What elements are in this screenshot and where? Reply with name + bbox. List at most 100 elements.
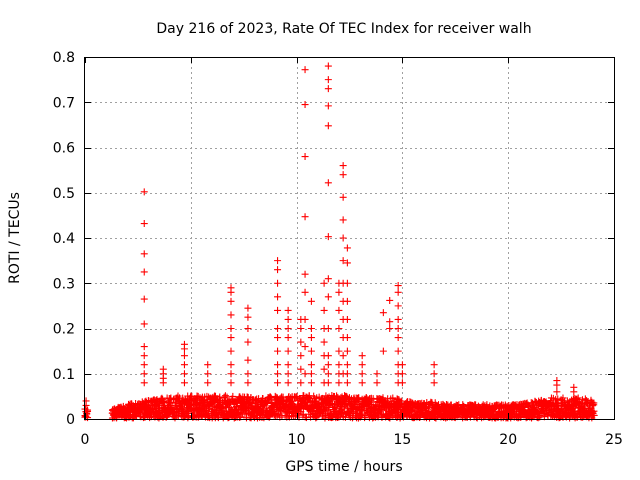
data-point <box>227 370 235 378</box>
data-point <box>335 379 343 387</box>
data-point <box>274 347 282 355</box>
data-point <box>335 288 343 296</box>
data-point <box>301 153 309 161</box>
data-point <box>324 122 332 130</box>
data-point <box>339 171 347 179</box>
data-point <box>244 325 252 332</box>
data-point <box>307 370 315 378</box>
data-point <box>223 393 231 401</box>
data-point <box>307 347 315 355</box>
data-point <box>397 397 405 405</box>
x-tick-label: 20 <box>499 432 517 448</box>
data-point <box>379 309 387 317</box>
data-point <box>297 325 305 332</box>
plot-frame <box>84 57 615 420</box>
data-point <box>339 193 347 201</box>
data-point <box>343 297 351 305</box>
data-point <box>307 325 315 332</box>
data-point <box>324 76 332 84</box>
data-point <box>394 302 402 310</box>
data-point <box>343 334 351 342</box>
data-point <box>297 365 305 373</box>
data-point <box>590 411 598 419</box>
x-axis-ticks: 0 5 10 15 20 25 <box>81 57 623 448</box>
data-point <box>570 383 578 391</box>
data-point <box>297 338 305 346</box>
data-point <box>394 288 402 296</box>
data-point <box>301 343 309 351</box>
data-point <box>301 288 309 296</box>
data-point <box>284 361 292 369</box>
data-point <box>320 306 328 314</box>
data-point <box>140 361 148 369</box>
data-point <box>324 233 332 241</box>
data-point <box>274 257 282 265</box>
data-point <box>343 361 351 369</box>
y-tick-label: 0.5 <box>53 186 75 202</box>
data-point <box>166 400 174 408</box>
data-point <box>284 370 292 378</box>
y-tick-label: 0 <box>66 412 75 428</box>
data-point <box>140 220 148 228</box>
data-point <box>343 347 351 355</box>
x-tick-label: 0 <box>81 432 90 448</box>
data-point <box>398 379 406 387</box>
data-point <box>180 352 188 360</box>
data-point <box>274 361 282 369</box>
y-tick-label: 0.1 <box>53 367 75 383</box>
y-tick-label: 0.3 <box>53 276 75 292</box>
data-point <box>263 398 271 406</box>
y-tick-label: 0.4 <box>53 231 75 247</box>
data-point <box>343 315 351 323</box>
data-point <box>284 334 292 342</box>
data-point <box>227 361 235 369</box>
data-point <box>112 414 120 422</box>
data-point <box>554 395 562 403</box>
data-point <box>284 325 292 332</box>
data-point <box>204 370 212 378</box>
data-point <box>339 257 347 265</box>
data-point <box>204 379 212 387</box>
data-point <box>335 325 343 332</box>
data-point <box>140 352 148 360</box>
data-point <box>284 315 292 323</box>
data-point <box>140 188 148 196</box>
x-tick-label: 10 <box>288 432 306 448</box>
data-point <box>430 379 438 387</box>
data-point <box>358 361 366 369</box>
data-point <box>301 66 309 74</box>
data-point <box>324 293 332 301</box>
data-point <box>244 304 252 312</box>
data-point <box>373 379 381 387</box>
data-point <box>274 334 282 342</box>
data-point <box>394 347 402 355</box>
y-tick-label: 0.6 <box>53 141 75 157</box>
data-point <box>307 334 315 342</box>
data-point <box>227 297 235 305</box>
data-point <box>284 379 292 387</box>
data-point <box>328 413 336 421</box>
data-point <box>490 405 498 413</box>
y-tick-label: 0.2 <box>53 322 75 338</box>
data-point <box>324 370 332 378</box>
data-point <box>320 279 328 287</box>
data-point <box>244 356 252 364</box>
data-point <box>140 295 148 303</box>
data-point <box>389 394 397 402</box>
data-point <box>343 370 351 378</box>
data-point <box>209 407 217 415</box>
data-point <box>180 379 188 387</box>
data-point <box>297 352 305 360</box>
data-point <box>180 370 188 378</box>
data-point <box>227 347 235 355</box>
data-point <box>335 347 343 355</box>
data-point <box>324 379 332 387</box>
data-point <box>343 259 351 267</box>
chart-title: Day 216 of 2023, Rate Of TEC Index for r… <box>156 21 531 37</box>
data-point <box>272 412 280 420</box>
data-point <box>339 234 347 242</box>
data-point <box>227 334 235 342</box>
data-point <box>432 414 440 422</box>
data-point <box>373 370 381 378</box>
